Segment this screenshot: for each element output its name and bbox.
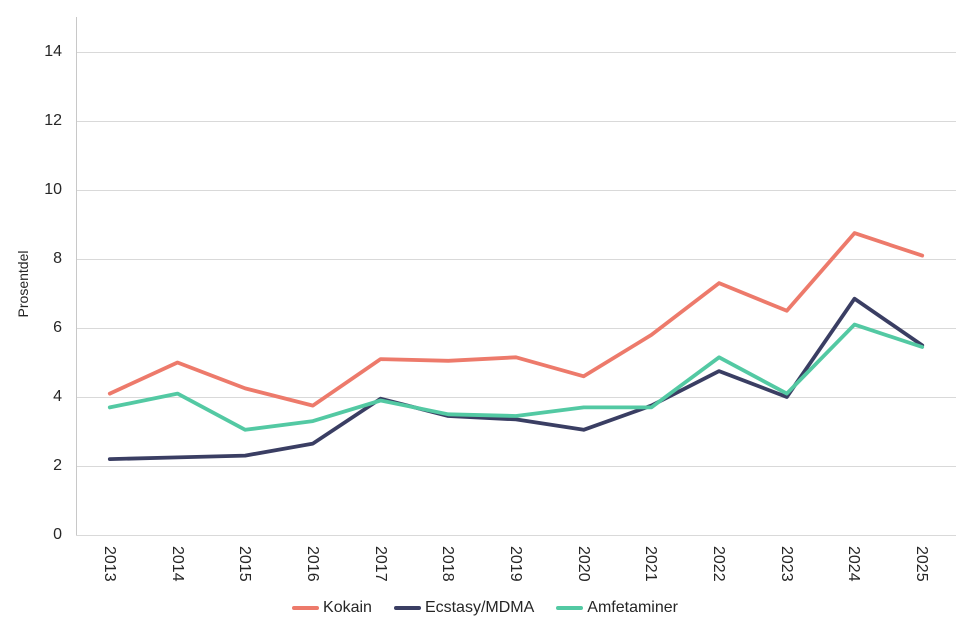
x-tick-label-2018: 2018 [439,546,457,582]
y-tick-label-8: 8 [53,250,62,267]
x-tick-label-2022: 2022 [710,546,728,582]
y-tick-label-10: 10 [44,181,62,198]
legend-item-ecstasy-mdma: Ecstasy/MDMA [393,599,535,617]
y-tick-label-2: 2 [53,457,62,474]
x-tick-label-2021: 2021 [642,546,660,582]
x-tick-label-2014: 2014 [168,546,186,582]
legend-label: Kokain [323,599,372,616]
y-tick-label-14: 14 [44,43,62,60]
x-tick-label-2019: 2019 [507,546,524,582]
legend-swatch-ecstasy-mdma [393,606,421,610]
legend-item-amfetaminer: Amfetaminer [556,599,678,617]
x-tick-label-2017: 2017 [371,546,389,582]
x-tick-label-2024: 2024 [845,546,863,582]
series-line-amfetaminer [107,322,925,432]
legend-swatch-amfetaminer [556,606,584,610]
x-tick-label-2023: 2023 [777,546,795,582]
series-line-kokain [107,231,925,408]
x-tick-label-2015: 2015 [236,546,254,582]
x-tick-label-2013: 2013 [100,546,118,582]
y-tick-label-12: 12 [44,112,62,129]
legend-label: Amfetaminer [587,599,678,616]
series-line-ecstasy-mdma [107,296,925,462]
chart-legend: Kokain Ecstasy/MDMA Amfetaminer [0,599,970,617]
y-tick-label-4: 4 [53,388,62,405]
x-tick-label-2016: 2016 [303,546,321,582]
legend-item-kokain: Kokain [292,599,372,617]
legend-label: Ecstasy/MDMA [424,599,535,616]
y-tick-label-6: 6 [53,319,62,336]
legend-swatch-kokain [292,606,320,610]
x-tick-label-2020: 2020 [574,546,592,582]
x-tick-label-2025: 2025 [913,546,931,582]
y-tick-label-0: 0 [53,526,62,543]
